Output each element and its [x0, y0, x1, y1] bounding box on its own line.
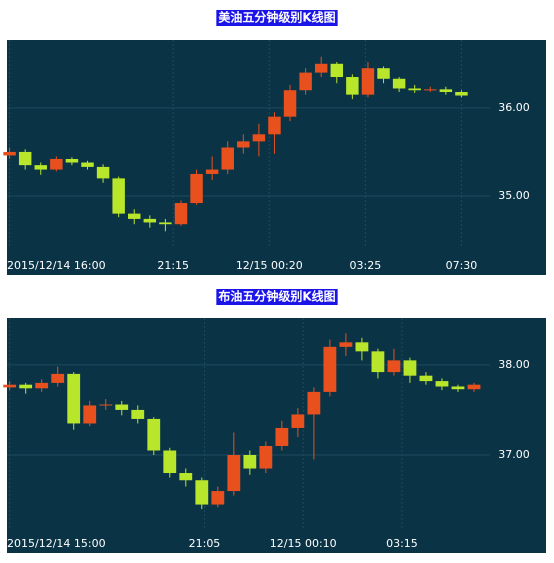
- candle-body: [174, 203, 188, 225]
- candle-body: [179, 473, 193, 481]
- candle-body: [115, 404, 129, 410]
- candle-body: [227, 454, 241, 492]
- candle-body: [339, 342, 353, 347]
- candle-body: [147, 418, 161, 451]
- candle-body: [3, 384, 17, 388]
- candlestick-chart: 布油五分钟级别K线图 37.00 38.00 2015/12/14 15:00 21:0…: [3, 289, 546, 553]
- chart-title: 美油五分钟级别K线图: [218, 10, 335, 25]
- candle-body: [435, 381, 449, 387]
- candle-body: [361, 68, 375, 95]
- candle-body: [143, 218, 157, 223]
- x-tick-label: 12/15 00:10: [270, 537, 337, 550]
- x-tick-label: 21:05: [189, 537, 221, 550]
- candle-body: [283, 90, 297, 117]
- candle-body: [392, 78, 406, 89]
- candle-body: [128, 213, 141, 219]
- y-tick-label: 38.00: [498, 358, 530, 371]
- candle-body: [81, 162, 94, 167]
- title-background: [216, 289, 338, 305]
- candle-body: [291, 414, 305, 428]
- candle-body: [371, 351, 385, 373]
- candle-body: [34, 165, 47, 170]
- candle-body: [259, 445, 273, 469]
- candle-body: [190, 173, 203, 204]
- candle-body: [99, 404, 113, 406]
- candle-body: [252, 134, 266, 142]
- x-tick-label: 07:30: [446, 259, 478, 272]
- candle-body: [455, 92, 468, 96]
- chart-title: 布油五分钟级别K线图: [218, 289, 335, 304]
- candle-body: [67, 373, 81, 424]
- x-tick-label: 03:15: [386, 537, 418, 550]
- y-tick-label: 36.00: [498, 101, 530, 114]
- candle-body: [424, 89, 437, 91]
- candle-body: [268, 116, 281, 135]
- x-tick-label: 2015/12/14 16:00: [7, 259, 106, 272]
- title-group: 美油五分钟级别K线图: [216, 10, 338, 26]
- candle-body: [221, 147, 234, 170]
- candle-body: [330, 63, 344, 78]
- candle-body: [377, 68, 390, 79]
- y-tick-label: 37.00: [498, 448, 530, 461]
- y-tick-label: 35.00: [498, 189, 530, 202]
- candle-body: [467, 384, 481, 390]
- candle-body: [3, 151, 16, 156]
- candle-body: [355, 342, 369, 352]
- title-group: 布油五分钟级别K线图: [216, 289, 338, 305]
- x-tick-label: 03:25: [350, 259, 382, 272]
- candle-body: [237, 141, 250, 148]
- candle-body: [83, 405, 97, 424]
- candle-body: [19, 384, 33, 389]
- candle-body: [451, 386, 465, 390]
- title-background: [216, 10, 338, 26]
- candle-body: [439, 89, 453, 92]
- candle-body: [346, 77, 359, 95]
- candle-body: [131, 409, 145, 419]
- candle-body: [50, 158, 63, 170]
- x-tick-label: 2015/12/14 15:00: [7, 537, 106, 550]
- plot-background: [7, 40, 546, 275]
- candle-body: [96, 166, 110, 179]
- candle-body: [307, 391, 321, 415]
- candle-body: [243, 454, 257, 469]
- candle-body: [408, 88, 421, 91]
- candle-body: [51, 373, 65, 383]
- candle-body: [299, 72, 312, 91]
- candle-body: [112, 178, 125, 214]
- candle-body: [163, 450, 177, 474]
- candle-body: [314, 63, 328, 73]
- candle-body: [18, 151, 32, 166]
- candle-body: [275, 427, 289, 446]
- candle-body: [205, 169, 219, 174]
- candle-body: [195, 480, 209, 505]
- candle-body: [323, 346, 337, 392]
- candle-body: [387, 360, 401, 373]
- candle-body: [403, 360, 417, 376]
- candlestick-chart: 美油五分钟级别K线图 35.00 36.00 2015/12/14 16:00 21:1…: [3, 10, 546, 275]
- candle-body: [211, 491, 225, 505]
- candle-body: [159, 222, 172, 225]
- candle-body: [35, 382, 49, 389]
- candle-body: [65, 158, 79, 163]
- candle-body: [419, 375, 433, 382]
- x-tick-label: 21:15: [157, 259, 189, 272]
- x-tick-label: 12/15 00:20: [236, 259, 303, 272]
